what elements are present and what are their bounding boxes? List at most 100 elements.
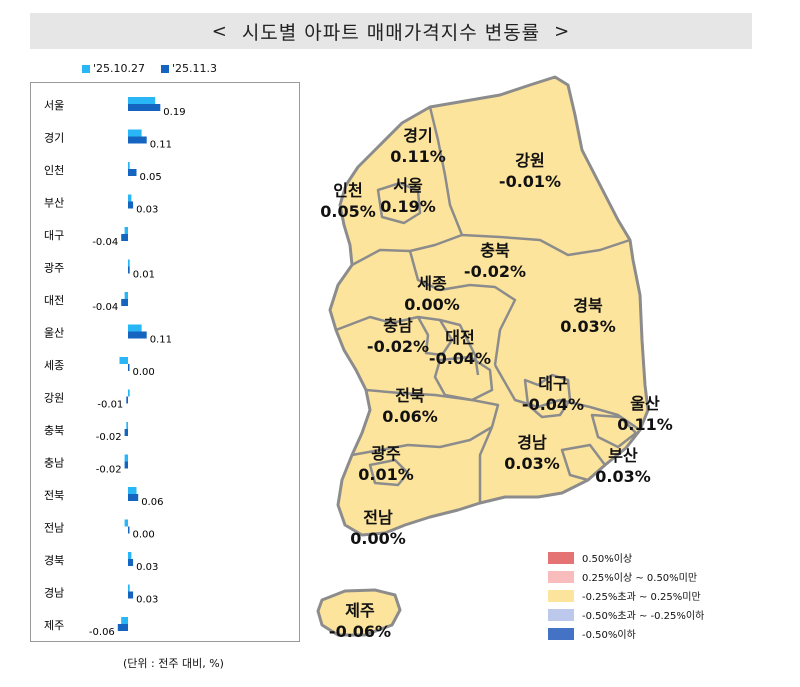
category-legend-row: -0.25%초과 ~ 0.25%미만: [548, 586, 704, 605]
category-legend-row: 0.50%이상: [548, 548, 704, 567]
category-label: 0.25%이상 ~ 0.50%미만: [582, 573, 698, 584]
category-swatch: [548, 570, 574, 583]
chart-legend: '25.10.27 '25.11.3: [82, 62, 217, 75]
category-label: 0.50%이상: [582, 554, 633, 565]
bar-this-week: [128, 591, 134, 599]
legend-item-prev-week: '25.10.27: [82, 62, 145, 75]
map-label-seoul: 서울 0.19%: [380, 175, 436, 217]
category-label: 경남: [44, 587, 64, 600]
category-label: 충북: [44, 424, 64, 437]
region-value: 0.19%: [380, 197, 436, 216]
legend-label-this-week: '25.11.3: [172, 62, 218, 75]
bar-prev-week: [128, 259, 130, 267]
region-name: 울산: [630, 394, 660, 413]
map-label-daejeon: 대전 -0.04%: [429, 327, 491, 369]
region-name: 서울: [393, 176, 423, 195]
data-label: 0.00: [133, 530, 155, 541]
data-label: 0.05: [140, 172, 162, 183]
map-label-jeju: 제주 -0.06%: [329, 600, 391, 642]
bar-prev-week: [126, 422, 128, 429]
map-label-daegu: 대구 -0.04%: [522, 373, 584, 415]
data-label: -0.02: [96, 465, 122, 476]
map-svg: [316, 75, 650, 637]
region-name: 부산: [608, 446, 638, 465]
region-name: 대전: [445, 328, 475, 347]
category-label: 전북: [44, 489, 64, 502]
data-label: -0.04: [92, 302, 118, 313]
region-value: -0.01%: [498, 172, 562, 191]
region-name: 전북: [395, 386, 425, 405]
category-label: 충남: [44, 457, 64, 470]
region-name: 대구: [538, 374, 568, 393]
bar-prev-week: [128, 487, 137, 494]
bar-this-week: [128, 559, 134, 566]
data-label: -0.02: [96, 432, 122, 443]
border-busan: [560, 443, 607, 482]
title-bar: < 시도별 아파트 매매가격지수 변동률 >: [30, 13, 752, 49]
region-name: 세종: [417, 274, 447, 293]
map-label-gyeongnam: 경남 0.03%: [504, 432, 560, 474]
bar-prev-week: [128, 552, 132, 559]
category-swatch: [548, 608, 574, 621]
map-label-gwangju: 광주 0.01%: [358, 443, 414, 485]
category-label: 서울: [44, 99, 64, 112]
region-value: 0.11%: [617, 415, 673, 434]
category-label: 부산: [44, 197, 64, 210]
map-label-incheon: 인천 0.05%: [320, 180, 376, 222]
bar-this-week: [124, 461, 128, 469]
map-label-ulsan: 울산 0.11%: [617, 393, 673, 435]
region-value: 0.05%: [320, 202, 376, 221]
mainland-shape: [328, 75, 650, 537]
border-chungbuk: [408, 250, 517, 366]
category-label: -0.25%초과 ~ 0.25%미만: [582, 592, 701, 603]
region-value: 0.03%: [560, 317, 616, 336]
category-legend-row: 0.25%이상 ~ 0.50%미만: [548, 567, 704, 586]
border-gyeonggi-south: [351, 233, 631, 267]
data-label: 0.11: [150, 335, 172, 346]
chevron-left-icon: <: [211, 20, 228, 42]
jeju-shape: [316, 588, 402, 637]
region-value: 0.11%: [390, 147, 446, 166]
legend-label-prev-week: '25.10.27: [93, 62, 146, 75]
data-label: 0.19: [163, 107, 185, 118]
border-chungnam: [335, 315, 480, 376]
bar-this-week: [128, 526, 130, 534]
bar-prev-week: [128, 194, 132, 202]
legend-swatch-this-week: [161, 64, 170, 73]
category-label: -0.50%이하: [582, 630, 636, 641]
map-label-sejong: 세종 0.00%: [404, 273, 460, 315]
border-gyeongnam: [478, 426, 494, 503]
bar-this-week: [121, 299, 128, 306]
legend-swatch-prev-week: [82, 64, 90, 73]
region-value: -0.06%: [328, 622, 392, 641]
bar-prev-week: [124, 292, 128, 299]
region-value: 0.01%: [358, 465, 414, 484]
region-value: -0.02%: [366, 337, 430, 356]
region-value: 0.03%: [504, 454, 560, 473]
bar-prev-week: [128, 324, 142, 332]
bar-chart-panel: 서울 0.19 경기 0.11 인천 0.05 부산 0.03 대구 -0.04 광주 0.01 대전 -…: [30, 82, 300, 642]
bar-this-week: [128, 169, 137, 176]
data-label: 0.01: [133, 270, 155, 281]
chevron-right-icon: >: [554, 20, 571, 42]
bar-prev-week: [128, 129, 142, 137]
data-label: -0.06: [89, 627, 115, 638]
region-name: 강원: [515, 151, 545, 170]
bar-this-week: [126, 396, 128, 404]
bar-chart: 서울 0.19 경기 0.11 인천 0.05 부산 0.03 대구 -0.04 광주 0.01 대전 -…: [44, 97, 186, 638]
border-seoul: [376, 181, 422, 225]
map-label-chungbuk: 충북 -0.02%: [464, 240, 526, 282]
region-name: 충북: [480, 241, 510, 260]
category-swatch: [548, 551, 574, 564]
category-label: 울산: [44, 327, 64, 340]
bar-this-week: [128, 104, 161, 111]
border-gwangju: [368, 458, 410, 487]
bar-this-week: [128, 494, 139, 501]
bar-prev-week: [128, 162, 130, 169]
region-name: 경기: [403, 126, 433, 145]
border-daegu: [523, 373, 572, 419]
bar-this-week: [128, 136, 147, 144]
region-value: 0.00%: [404, 295, 460, 314]
bar-this-week: [124, 429, 128, 436]
region-name: 인천: [333, 181, 363, 200]
